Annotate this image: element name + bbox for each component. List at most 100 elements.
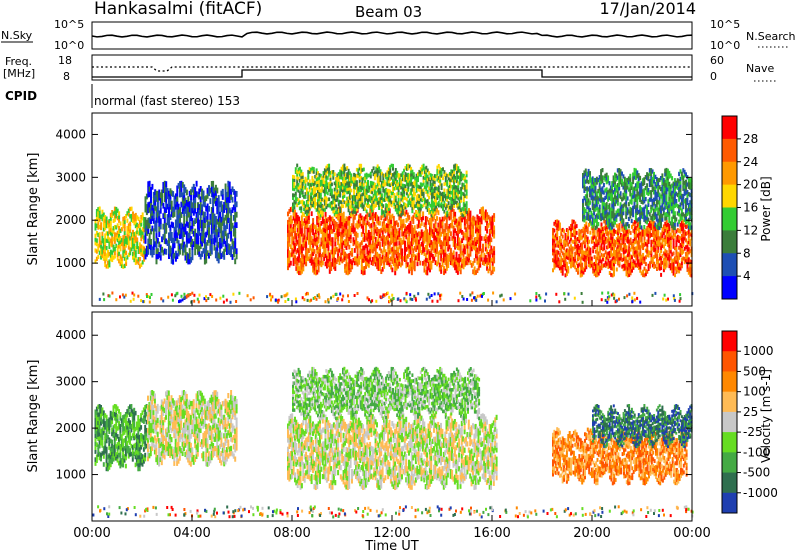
heatmap-cell xyxy=(326,226,328,232)
noise-trace xyxy=(91,31,693,38)
heatmap-cell xyxy=(188,232,191,239)
heatmap-cell xyxy=(433,227,436,233)
heatmap-cell xyxy=(401,227,404,233)
heatmap-cell xyxy=(326,170,329,174)
heatmap-cell xyxy=(381,225,384,231)
heatmap-cell xyxy=(615,254,618,258)
heatmap-cell xyxy=(108,226,111,231)
heatmap-cell xyxy=(440,244,443,250)
heatmap-cell xyxy=(475,249,477,255)
heatmap-cell xyxy=(617,248,620,253)
heatmap-cell xyxy=(380,215,383,221)
heatmap-cell xyxy=(407,166,410,171)
heatmap-cell xyxy=(459,248,462,254)
heatmap-cell xyxy=(226,191,228,198)
heatmap-cell xyxy=(557,223,560,228)
heatmap-cell xyxy=(454,240,457,246)
heatmap-cell xyxy=(583,207,586,212)
heatmap-cell xyxy=(618,236,621,241)
heatmap-cell xyxy=(675,269,678,274)
heatmap-cell xyxy=(375,200,378,205)
heatmap-cell xyxy=(379,187,382,192)
heatmap-cell xyxy=(685,231,688,236)
heatmap-cell xyxy=(418,172,421,177)
heatmap-cell xyxy=(347,187,350,191)
heatmap-cell xyxy=(337,199,340,204)
heatmap-cell xyxy=(581,249,584,254)
heatmap-cell xyxy=(651,219,654,224)
heatmap-cell xyxy=(319,204,322,209)
heatmap-cell xyxy=(184,254,187,261)
heatmap-cell xyxy=(451,207,454,212)
heatmap-cell xyxy=(640,257,643,262)
heatmap-cell xyxy=(556,226,559,231)
heatmap-cell xyxy=(633,263,636,268)
heatmap-cell xyxy=(371,215,374,221)
heatmap-cell xyxy=(460,177,463,182)
heatmap-cell xyxy=(339,231,342,237)
heatmap-cell xyxy=(127,234,130,239)
heatmap-cell xyxy=(345,232,348,238)
heatmap-cell xyxy=(633,253,636,258)
heatmap-cell xyxy=(586,215,589,220)
heatmap-cell xyxy=(148,238,151,244)
heatmap-cell xyxy=(383,210,386,215)
heatmap-cell xyxy=(133,243,136,248)
heatmap-cell xyxy=(646,269,649,274)
heatmap-cell xyxy=(619,233,622,237)
heatmap-cell xyxy=(172,211,175,218)
heatmap-cell xyxy=(433,177,436,181)
heatmap-cell xyxy=(152,207,155,214)
heatmap-cell xyxy=(557,257,560,262)
heatmap-cell xyxy=(298,206,301,211)
heatmap-cell xyxy=(423,170,426,174)
heatmap-cell xyxy=(456,241,459,246)
heatmap-cell xyxy=(321,182,324,186)
heatmap-cell xyxy=(414,192,417,196)
heatmap-cell xyxy=(455,243,458,249)
heatmap-cell xyxy=(447,188,450,193)
heatmap-cell xyxy=(356,257,359,263)
heatmap-cell xyxy=(678,229,681,233)
heatmap-cell xyxy=(138,242,141,247)
heatmap-cell xyxy=(155,190,158,197)
heatmap-cell xyxy=(213,224,216,230)
heatmap-cell xyxy=(487,243,490,249)
heatmap-cell xyxy=(363,237,366,242)
heatmap-cell xyxy=(144,196,147,203)
heatmap-cell xyxy=(426,216,429,222)
heatmap-cell xyxy=(602,201,605,206)
heatmap-cell xyxy=(418,200,421,205)
heatmap-cell xyxy=(132,215,134,220)
heatmap-cell xyxy=(192,230,195,237)
heatmap-cell xyxy=(408,215,411,220)
heatmap-cell xyxy=(224,225,227,232)
heatmap-cell xyxy=(344,218,347,224)
heatmap-cell xyxy=(422,244,425,250)
heatmap-cell xyxy=(455,231,458,236)
heatmap-cell xyxy=(554,236,557,241)
heatmap-cell xyxy=(657,242,660,247)
heatmap-cell xyxy=(571,263,574,268)
heatmap-cell xyxy=(318,206,321,211)
heatmap-cell xyxy=(671,228,674,233)
heatmap-cell xyxy=(675,249,678,254)
heatmap-cell xyxy=(607,234,610,239)
heatmap-cell xyxy=(380,261,383,266)
heatmap-cell xyxy=(231,196,234,203)
heatmap-cell xyxy=(358,176,361,180)
heatmap-cell xyxy=(419,235,422,241)
heatmap-cell xyxy=(672,227,675,232)
heatmap-cell xyxy=(367,238,370,243)
heatmap-cell xyxy=(404,175,407,179)
heatmap-cell xyxy=(340,188,343,192)
heatmap-cell xyxy=(591,176,594,181)
heatmap-cell xyxy=(301,184,304,189)
heatmap-cell xyxy=(450,172,453,177)
heatmap-cell xyxy=(317,238,320,244)
heatmap-cell xyxy=(353,179,356,183)
heatmap-cell xyxy=(312,203,315,208)
heatmap-cell xyxy=(398,207,401,212)
heatmap-cell xyxy=(330,249,333,255)
heatmap-cell xyxy=(425,168,428,173)
